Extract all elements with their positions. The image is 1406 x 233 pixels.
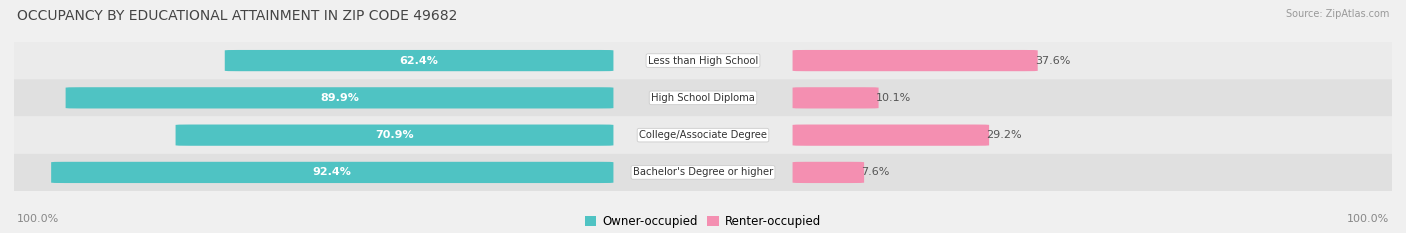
Text: Source: ZipAtlas.com: Source: ZipAtlas.com [1285, 9, 1389, 19]
Text: 62.4%: 62.4% [399, 56, 439, 65]
FancyBboxPatch shape [0, 154, 1406, 191]
FancyBboxPatch shape [51, 162, 613, 183]
Text: 92.4%: 92.4% [314, 168, 352, 177]
FancyBboxPatch shape [793, 87, 879, 109]
FancyBboxPatch shape [793, 124, 988, 146]
Text: 29.2%: 29.2% [987, 130, 1022, 140]
FancyBboxPatch shape [793, 50, 1038, 71]
Text: Less than High School: Less than High School [648, 56, 758, 65]
Text: 37.6%: 37.6% [1035, 56, 1070, 65]
Text: 89.9%: 89.9% [321, 93, 359, 103]
FancyBboxPatch shape [66, 87, 613, 109]
FancyBboxPatch shape [793, 162, 865, 183]
FancyBboxPatch shape [0, 42, 1406, 79]
Text: College/Associate Degree: College/Associate Degree [638, 130, 768, 140]
Text: 7.6%: 7.6% [862, 168, 890, 177]
Text: 70.9%: 70.9% [375, 130, 413, 140]
Text: OCCUPANCY BY EDUCATIONAL ATTAINMENT IN ZIP CODE 49682: OCCUPANCY BY EDUCATIONAL ATTAINMENT IN Z… [17, 9, 457, 23]
Text: High School Diploma: High School Diploma [651, 93, 755, 103]
Text: Bachelor's Degree or higher: Bachelor's Degree or higher [633, 168, 773, 177]
FancyBboxPatch shape [0, 79, 1406, 116]
Text: 100.0%: 100.0% [17, 214, 59, 224]
FancyBboxPatch shape [225, 50, 613, 71]
Text: 10.1%: 10.1% [876, 93, 911, 103]
FancyBboxPatch shape [0, 116, 1406, 154]
Text: 100.0%: 100.0% [1347, 214, 1389, 224]
FancyBboxPatch shape [176, 124, 613, 146]
Legend: Owner-occupied, Renter-occupied: Owner-occupied, Renter-occupied [579, 210, 827, 233]
